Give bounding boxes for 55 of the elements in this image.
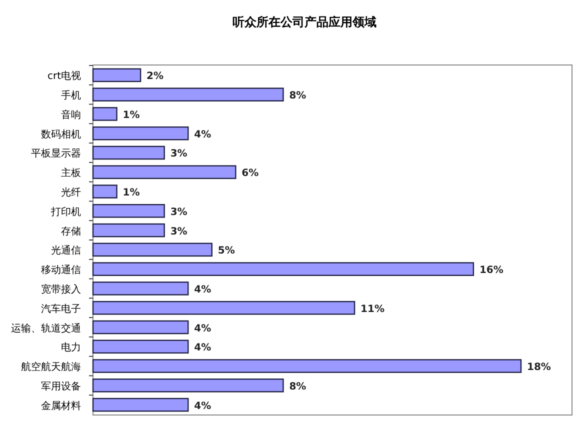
bar xyxy=(92,242,212,257)
y-tick-label: 打印机 xyxy=(50,206,81,218)
bar xyxy=(92,204,165,218)
y-tick-label: 航空航天航海 xyxy=(21,361,81,374)
bar xyxy=(92,165,236,180)
bar xyxy=(92,223,165,238)
data-label: 1% xyxy=(122,188,140,199)
bar xyxy=(92,88,284,102)
bar xyxy=(92,146,165,160)
data-label: 2% xyxy=(146,71,164,82)
y-tick-label: 宽带接入 xyxy=(41,283,81,296)
bar xyxy=(92,107,118,121)
y-tick-label: 平板显示器 xyxy=(31,148,81,160)
chart-title: 听众所在公司产品应用领域 xyxy=(232,15,376,29)
y-tick-label: 汽车电子 xyxy=(41,302,81,315)
data-label: 4% xyxy=(194,323,212,334)
y-tick-label: 存储 xyxy=(61,225,81,238)
bar xyxy=(92,320,189,334)
data-label: 8% xyxy=(289,381,306,392)
y-tick-label: 主板 xyxy=(61,167,81,180)
bar xyxy=(92,184,118,198)
data-label: 16% xyxy=(479,265,504,276)
data-label: 8% xyxy=(289,90,306,102)
data-label: 11% xyxy=(360,304,384,315)
bar xyxy=(92,378,284,392)
y-tick-label: 手机 xyxy=(61,90,81,102)
y-tick-label: 金属材料 xyxy=(41,400,81,412)
y-tick-label: 音响 xyxy=(61,108,81,121)
data-label: 5% xyxy=(218,246,235,257)
y-tick-label: 移动通信 xyxy=(41,264,81,276)
bar xyxy=(92,398,189,412)
data-label: 1% xyxy=(122,110,140,121)
data-label: 3% xyxy=(170,226,188,238)
y-tick-label: 数码相机 xyxy=(41,128,81,140)
y-tick-label: crt电视 xyxy=(47,70,81,82)
y-tick-label: 光通信 xyxy=(51,244,81,257)
y-tick-label: 光纤 xyxy=(61,186,81,199)
data-label: 4% xyxy=(194,342,212,354)
data-label: 3% xyxy=(170,206,188,218)
data-label: 6% xyxy=(242,168,259,180)
bar xyxy=(92,300,356,315)
data-label: 4% xyxy=(194,400,212,412)
bar xyxy=(92,359,522,373)
bar xyxy=(92,262,474,276)
y-tick-label: 军用设备 xyxy=(41,380,81,392)
data-label: 18% xyxy=(527,362,551,374)
y-tick-label: 运输、轨道交通 xyxy=(11,322,81,334)
bar xyxy=(92,68,142,82)
data-label: 3% xyxy=(170,148,188,160)
bar xyxy=(92,340,189,354)
bar xyxy=(92,126,189,140)
data-label: 4% xyxy=(194,129,212,140)
bar xyxy=(92,282,189,296)
y-tick-label: 电力 xyxy=(61,342,81,354)
data-label: 4% xyxy=(194,284,212,296)
